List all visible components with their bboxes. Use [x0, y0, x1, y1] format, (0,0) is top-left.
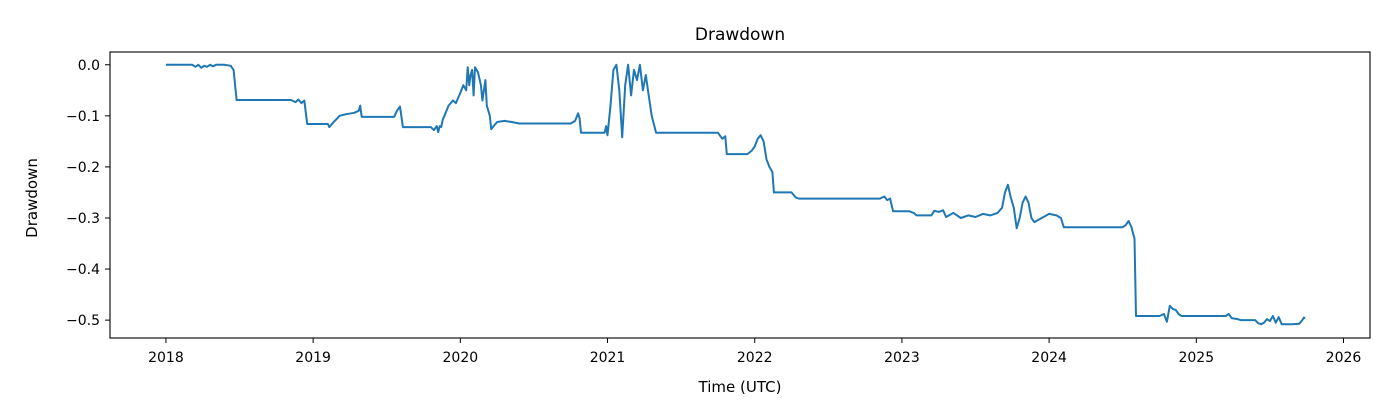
x-tick-label: 2024 — [1031, 350, 1067, 366]
x-tick-label: 2022 — [737, 350, 773, 366]
drawdown-series-line — [165, 63, 1306, 326]
axes-frame — [109, 51, 1371, 339]
y-axis: 0.0 −0.1 −0.2 −0.3 −0.4 −0.5 — [66, 58, 110, 329]
y-tick-label: −0.5 — [66, 313, 100, 329]
x-tick-label: 2018 — [148, 350, 184, 366]
x-axis-label: Time (UTC) — [698, 378, 782, 396]
x-tick-label: 2019 — [295, 350, 331, 366]
y-tick-label: −0.2 — [66, 160, 100, 176]
y-tick-label: −0.3 — [66, 211, 100, 227]
chart-title: Drawdown — [695, 25, 785, 45]
x-tick-label: 2021 — [590, 350, 626, 366]
plot-area — [109, 51, 1371, 339]
y-tick-label: −0.1 — [66, 109, 100, 125]
x-tick-label: 2025 — [1178, 350, 1214, 366]
x-axis: 2018 2019 2020 2021 2022 2023 2024 2025 2026 — [148, 338, 1361, 366]
x-tick-label: 2023 — [884, 350, 920, 366]
y-axis-label: Drawdown — [23, 158, 41, 238]
x-tick-label: 2020 — [443, 350, 479, 366]
y-tick-label: −0.4 — [66, 262, 100, 278]
x-tick-label: 2026 — [1326, 350, 1362, 366]
y-tick-label: 0.0 — [78, 58, 100, 74]
